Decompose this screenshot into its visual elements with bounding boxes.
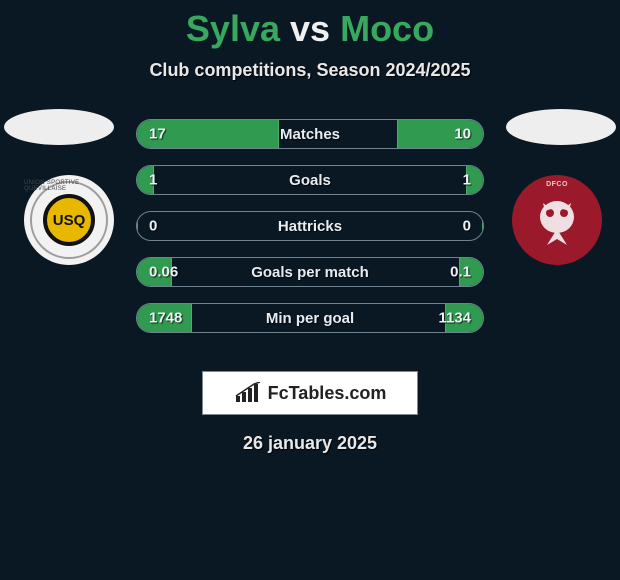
date-line: 26 january 2025 [0,433,620,454]
stat-value-left: 0.06 [149,264,178,281]
stat-value-left: 1 [149,172,157,189]
stat-value-right: 1 [463,172,471,189]
stat-value-left: 0 [149,218,157,235]
brand-box[interactable]: FcTables.com [202,371,418,415]
stat-value-right: 10 [454,126,471,143]
stat-fill-left [137,212,138,240]
subtitle: Club competitions, Season 2024/2025 [0,60,620,81]
stat-label: Hattricks [278,218,342,235]
stat-label: Goals per match [251,264,369,281]
page-title: Sylva vs Moco [0,0,620,50]
stat-value-left: 1748 [149,310,182,327]
stat-value-right: 0.1 [450,264,471,281]
stat-row: 1 1 Goals [136,165,484,195]
comparison-arena: UNION SPORTIVE QUEVILLAISE USQ DFCO 1710… [0,109,620,359]
player1-silhouette [4,109,114,145]
club-badge-left: UNION SPORTIVE QUEVILLAISE USQ [24,175,114,265]
stat-label: Matches [280,126,340,143]
stat-value-right: 1134 [438,310,471,327]
stat-value-left: 17 [149,126,166,143]
club-badge-left-arc: UNION SPORTIVE QUEVILLAISE [24,180,114,192]
brand-text: FcTables.com [268,383,387,404]
bar-chart-icon [234,382,262,404]
club-badge-left-inner: USQ [43,194,95,246]
player2-silhouette [506,109,616,145]
stat-row: 0.06 0.1 Goals per match [136,257,484,287]
stat-label: Goals [289,172,331,189]
stat-fill-right [482,212,483,240]
club-badge-left-short: USQ [53,212,86,229]
title-player1: Sylva [186,8,280,49]
stat-value-right: 0 [463,218,471,235]
stats-column: 17 10 Matches 1 1 Goals 0 0 Hattricks 0.06 0.1 Goal… [136,119,484,349]
club-badge-right: DFCO [512,175,602,265]
owl-icon [533,193,581,247]
title-player2: Moco [340,8,434,49]
title-vs: vs [290,8,330,49]
stat-row: 0 0 Hattricks [136,211,484,241]
stat-row: 17 10 Matches [136,119,484,149]
club-badge-right-arc: DFCO [546,181,568,188]
stat-row: 1748 1134 Min per goal [136,303,484,333]
stat-label: Min per goal [266,310,354,327]
